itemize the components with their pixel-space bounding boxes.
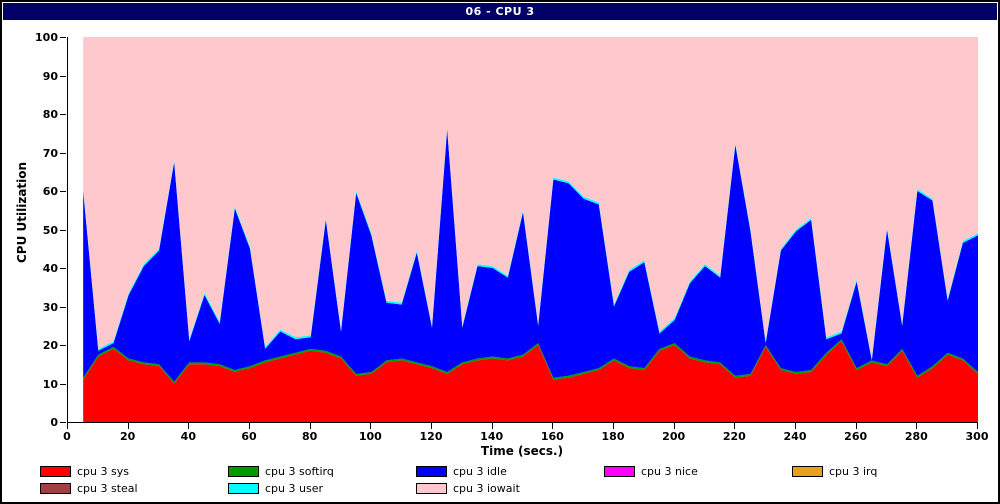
stacked-area-plot xyxy=(83,37,978,422)
x-tick xyxy=(309,423,311,429)
x-tick-label: 240 xyxy=(783,430,807,443)
legend-item-cpu-3-iowait: cpu 3 iowait xyxy=(416,481,604,495)
x-tick-label: 20 xyxy=(120,430,136,443)
y-tick-label: 50 xyxy=(42,223,58,237)
area-cpu-3-sys xyxy=(83,341,978,422)
y-tick-label: 40 xyxy=(42,262,58,275)
y-tick-label: 10 xyxy=(42,377,58,391)
x-tick xyxy=(249,423,250,429)
x-tick xyxy=(855,423,857,429)
legend-label: cpu 3 user xyxy=(265,481,323,495)
legend-label: cpu 3 sys xyxy=(77,464,129,478)
x-axis-title: Time (secs.) xyxy=(480,444,564,458)
legend-swatch-cpu-3-nice xyxy=(604,466,635,477)
legend-label: cpu 3 iowait xyxy=(453,481,520,495)
x-tick-label: 80 xyxy=(302,430,318,443)
x-tick-label: 60 xyxy=(241,430,257,443)
x-tick xyxy=(552,423,554,429)
y-tick xyxy=(60,229,66,231)
y-tick xyxy=(60,152,66,154)
x-tick xyxy=(431,423,432,429)
legend-item-cpu-3-steal: cpu 3 steal xyxy=(40,481,228,495)
y-tick-label: 30 xyxy=(42,300,58,314)
y-tick-label: 90 xyxy=(42,69,58,83)
x-tick xyxy=(188,423,190,429)
x-tick xyxy=(67,423,68,429)
y-tick-label: 60 xyxy=(42,185,58,198)
y-tick-label: 0 xyxy=(50,416,58,429)
area-cpu-3-softirq xyxy=(83,339,978,384)
y-tick-label: 70 xyxy=(42,146,58,160)
x-tick-label: 40 xyxy=(180,430,196,443)
legend-swatch-cpu-3-user xyxy=(228,483,259,494)
x-tick-label: 0 xyxy=(63,430,71,443)
x-tick-label: 100 xyxy=(358,430,382,443)
y-axis-title: CPU Utilization xyxy=(15,161,29,263)
legend-item-cpu-3-softirq: cpu 3 softirq xyxy=(228,464,416,478)
legend-swatch-cpu-3-iowait xyxy=(416,483,447,494)
legend-item-cpu-3-user: cpu 3 user xyxy=(228,481,416,495)
y-tick xyxy=(60,422,66,423)
y-tick xyxy=(60,345,66,346)
legend-item-cpu-3-sys: cpu 3 sys xyxy=(40,464,228,478)
x-tick-label: 140 xyxy=(480,430,504,443)
y-tick-label: 20 xyxy=(42,339,58,352)
x-tick xyxy=(734,423,736,429)
legend-item-cpu-3-irq: cpu 3 irq xyxy=(792,464,980,478)
x-tick xyxy=(977,423,978,429)
title-bar: 06 - CPU 3 xyxy=(3,3,997,20)
x-tick-label: 120 xyxy=(419,430,443,443)
legend-label: cpu 3 idle xyxy=(453,464,507,478)
legend-label: cpu 3 softirq xyxy=(265,464,334,478)
x-tick xyxy=(613,423,614,429)
legend-label: cpu 3 steal xyxy=(77,481,138,495)
legend-item-cpu-3-nice: cpu 3 nice xyxy=(604,464,792,478)
x-tick-label: 160 xyxy=(540,430,564,443)
legend-swatch-cpu-3-idle xyxy=(416,466,447,477)
legend-swatch-cpu-3-sys xyxy=(40,466,71,477)
x-tick-label: 300 xyxy=(965,430,989,443)
y-tick xyxy=(60,306,66,308)
legend-label: cpu 3 irq xyxy=(829,464,878,478)
y-tick xyxy=(60,114,66,115)
x-tick xyxy=(916,423,918,429)
y-tick xyxy=(60,37,66,38)
y-tick xyxy=(60,191,66,192)
x-tick-label: 200 xyxy=(662,430,686,443)
y-tick xyxy=(60,75,66,77)
legend-item-cpu-3-idle: cpu 3 idle xyxy=(416,464,604,478)
x-tick xyxy=(370,423,372,429)
legend-swatch-cpu-3-irq xyxy=(792,466,823,477)
chart-title: 06 - CPU 3 xyxy=(465,5,535,18)
x-tick-label: 220 xyxy=(722,430,746,443)
plot-area xyxy=(67,37,978,423)
x-tick xyxy=(127,423,129,429)
x-tick xyxy=(795,423,796,429)
x-tick xyxy=(673,423,675,429)
x-tick-label: 280 xyxy=(904,430,928,443)
legend-label: cpu 3 nice xyxy=(641,464,698,478)
x-tick-label: 260 xyxy=(844,430,868,443)
x-tick xyxy=(491,423,493,429)
y-tick xyxy=(60,268,66,269)
area-cpu-3-iowait xyxy=(83,37,978,359)
area-cpu-3-idle xyxy=(83,129,978,382)
legend: cpu 3 sys cpu 3 softirq cpu 3 idle cpu 3 ni… xyxy=(40,463,980,497)
y-tick xyxy=(60,383,66,385)
y-tick-label: 100 xyxy=(35,31,58,44)
legend-swatch-cpu-3-steal xyxy=(40,483,71,494)
legend-swatch-cpu-3-softirq xyxy=(228,466,259,477)
x-tick-label: 180 xyxy=(601,430,625,443)
y-tick-label: 80 xyxy=(42,108,58,121)
